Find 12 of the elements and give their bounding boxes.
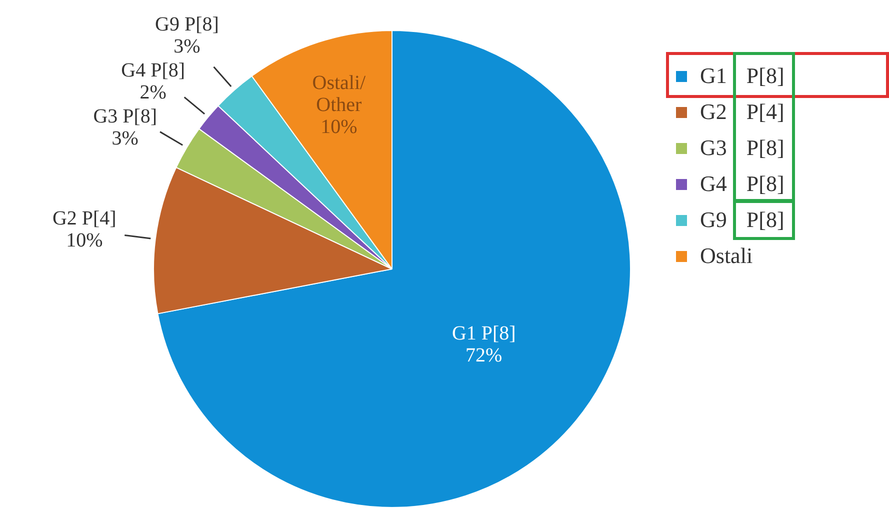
legend-label: G4 P[8] bbox=[700, 171, 784, 197]
legend-label: G9 P[8] bbox=[700, 207, 784, 233]
data-label: G2 P[4] 10% bbox=[52, 207, 116, 252]
data-label: Ostali/ Other 10% bbox=[312, 72, 366, 138]
legend-label: G3 P[8] bbox=[700, 135, 784, 161]
legend-label: Ostali bbox=[700, 243, 753, 269]
legend-label: G1 P[8] bbox=[700, 63, 784, 89]
data-label: G4 P[8] 2% bbox=[121, 60, 186, 104]
legend-label: G2 P[4] bbox=[700, 99, 784, 125]
data-label: G1 P[8] 72% bbox=[452, 322, 516, 366]
data-label: G3 P[8] 3% bbox=[93, 106, 158, 150]
data-label: G9 P[8] 3% bbox=[155, 14, 219, 58]
